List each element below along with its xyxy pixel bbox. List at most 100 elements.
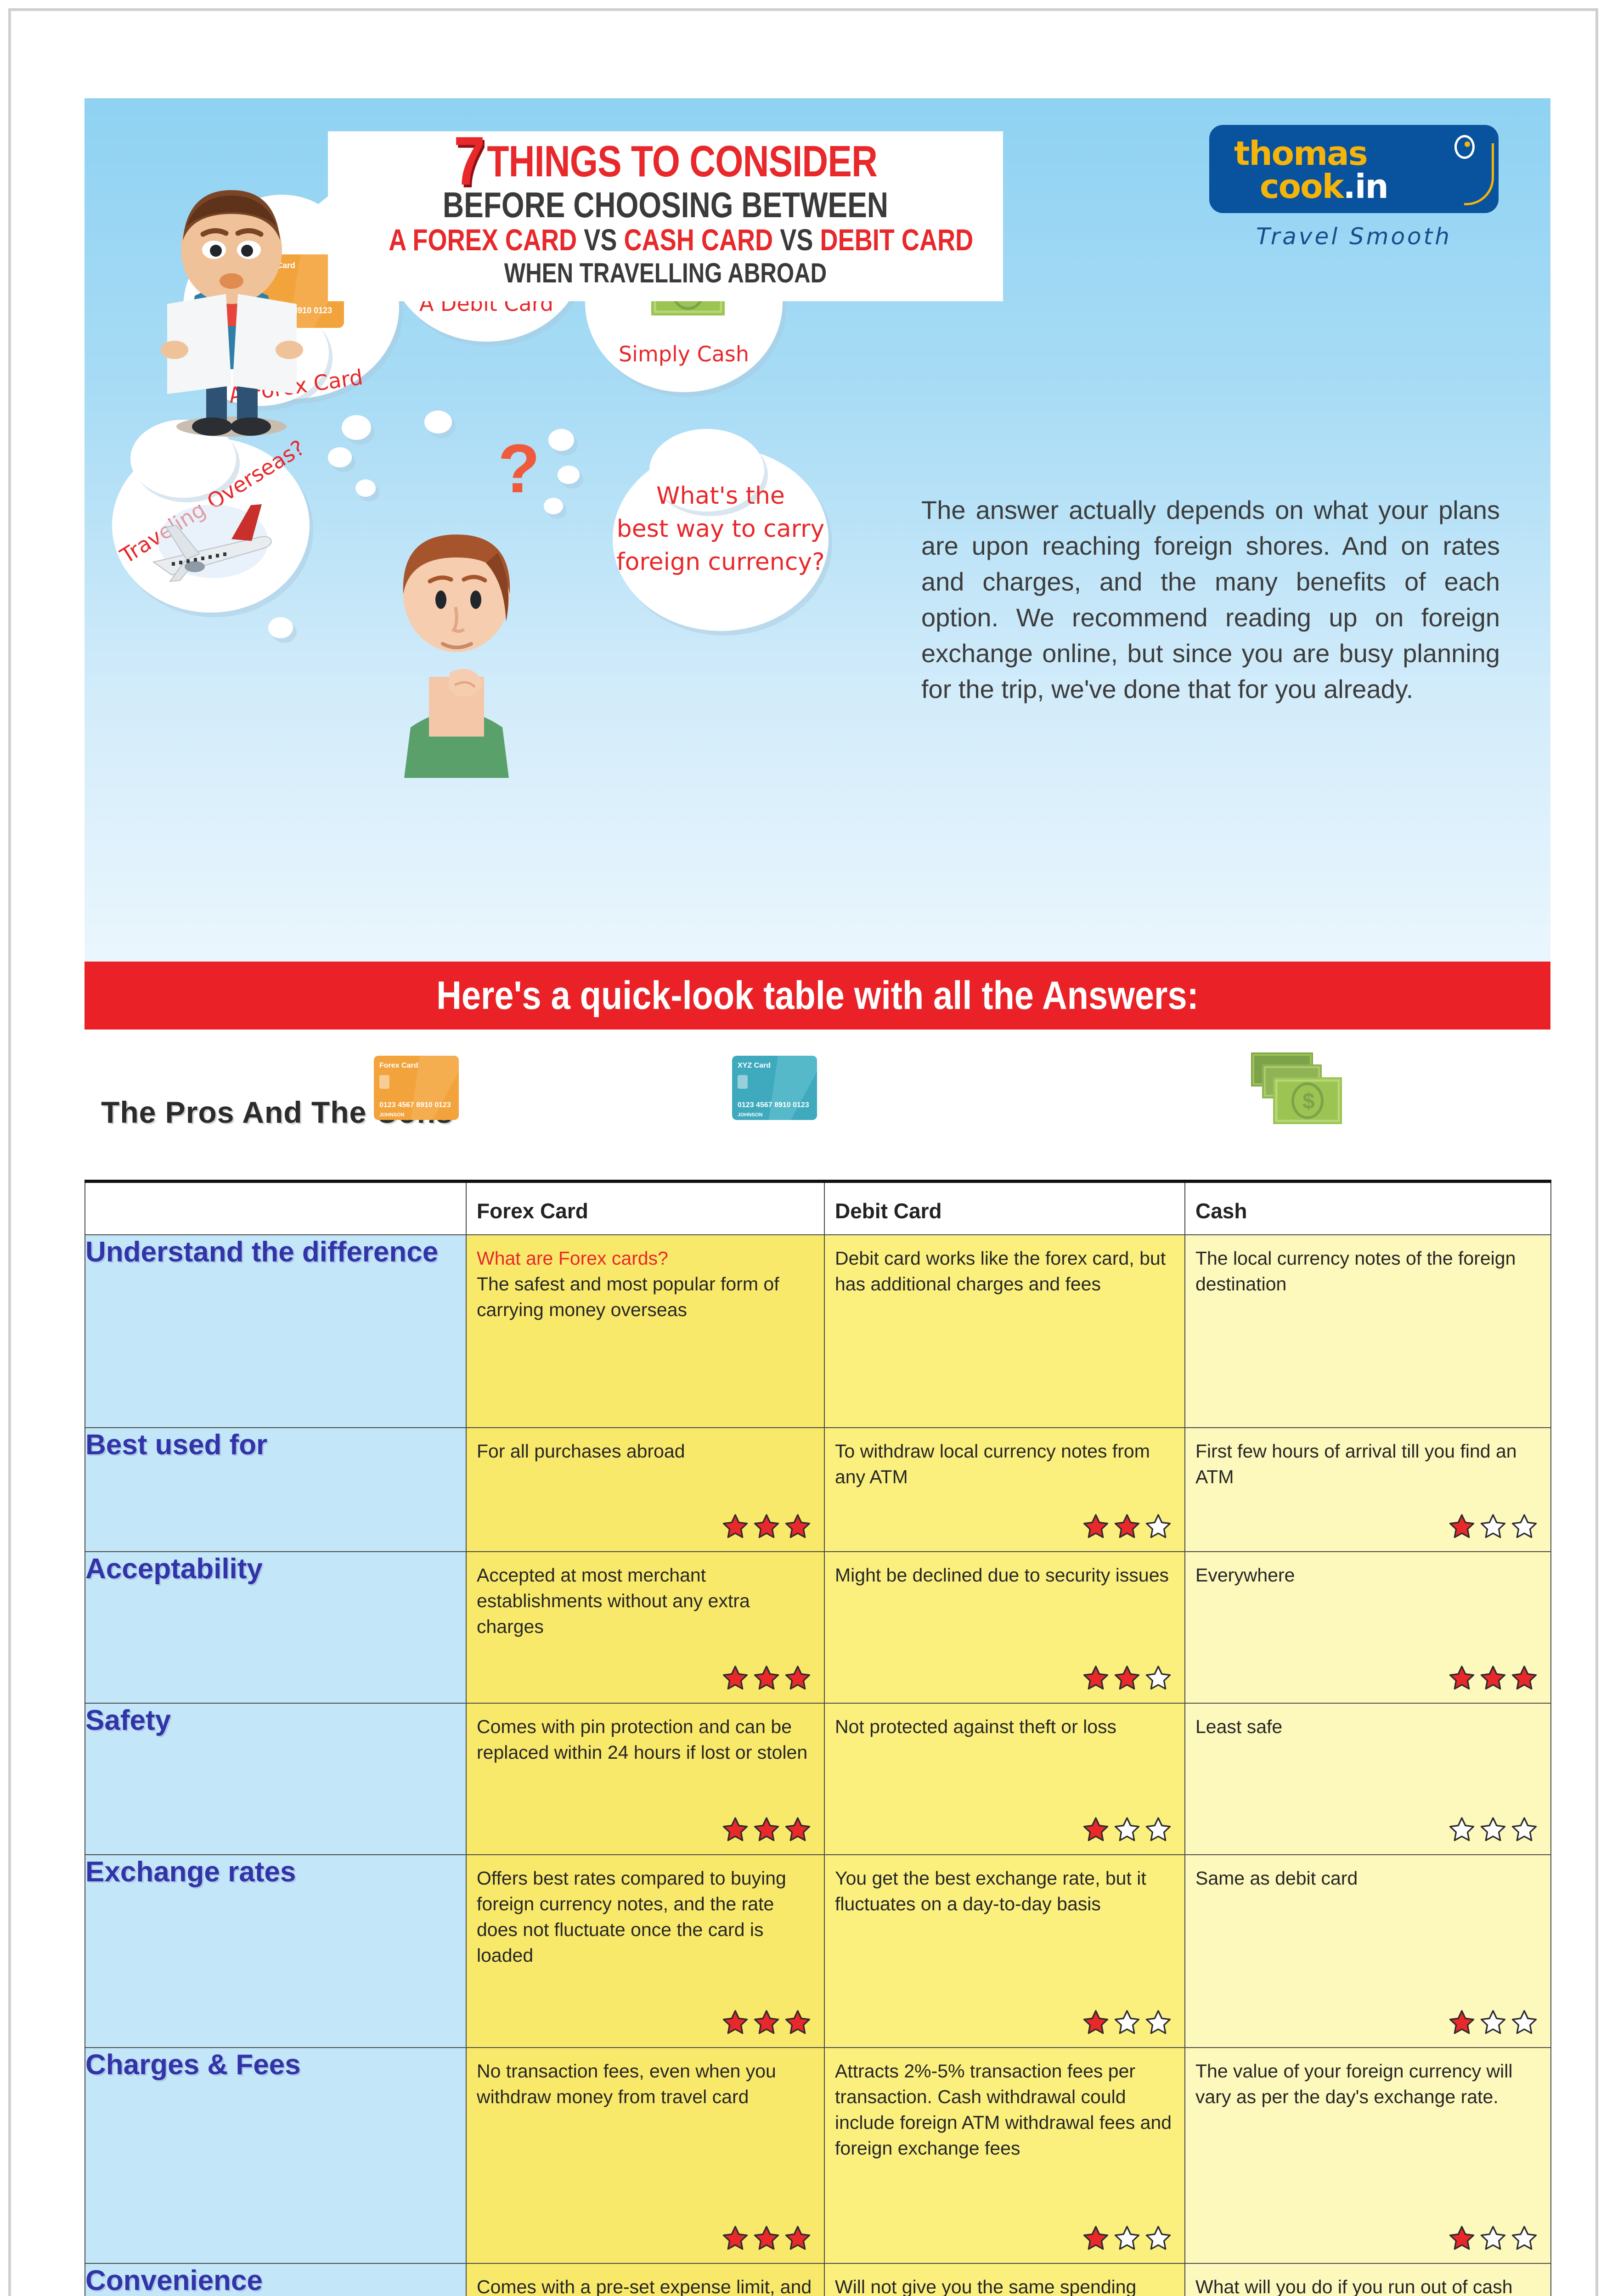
row-label-understand-the-difference: Understand the difference — [85, 1234, 467, 1428]
title-line-3: A FOREX CARD VS CASH CARD VS DEBIT CARD — [389, 223, 973, 257]
question-line-3: foreign currency? — [616, 548, 825, 576]
star-empty-icon — [1480, 2226, 1506, 2250]
table-cell: Might be declined due to security issues — [824, 1551, 1185, 1704]
row-label-charges-fees: Charges & Fees — [85, 2047, 467, 2264]
cell-content: What are Forex cards? The safest and most… — [467, 1235, 824, 1427]
star-empty-icon — [1145, 2010, 1171, 2034]
title-line-2: BEFORE CHOOSING BETWEEN — [442, 185, 889, 225]
table-cell: To withdraw local currency notes from an… — [824, 1427, 1185, 1552]
table-row: Exchange rates Offers best rates compared… — [85, 1854, 1551, 2048]
cell-text: Everywhere — [1195, 1564, 1295, 1586]
thought-bubble-question-label: What's the best way to carry foreign cur… — [613, 479, 829, 579]
title-line-1-text: THINGS TO CONSIDER — [487, 137, 878, 186]
cell-text: What will you do if you run out of cash … — [1195, 2276, 1513, 2296]
cell-content: No transaction fees, even when you withd… — [467, 2048, 824, 2263]
table-cell: You get the best exchange rate, but it f… — [824, 1854, 1185, 2048]
star-filled-icon — [785, 2010, 811, 2034]
cell-content: Might be declined due to security issues — [825, 1552, 1184, 1703]
star-empty-icon — [1145, 1514, 1171, 1538]
star-filled-icon — [1114, 1514, 1140, 1538]
cell-text: Attracts 2%-5% transaction fees per tran… — [835, 2060, 1172, 2159]
question-mark-icon: ? — [498, 430, 540, 507]
logo-slogan: Travel Smooth — [1256, 223, 1452, 250]
trail-bubble-2 — [328, 447, 352, 467]
star-rating — [1079, 2009, 1172, 2039]
star-filled-icon — [1449, 2010, 1475, 2034]
cell-content: For all purchases abroad — [467, 1428, 824, 1551]
table-cell: Not protected against theft or loss — [824, 1703, 1185, 1855]
row-label-best-used-for: Best used for — [85, 1427, 467, 1552]
title-line-1: 7THINGS TO CONSIDER — [389, 126, 942, 195]
table-cell: The value of your foreign currency will … — [1184, 2047, 1551, 2264]
table-cell: Comes with pin protection and can be rep… — [466, 1703, 825, 1855]
cell-text: The value of your foreign currency will … — [1195, 2060, 1513, 2107]
title-number: 7 — [453, 122, 485, 199]
cell-content: What will you do if you run out of cash … — [1185, 2264, 1550, 2296]
star-filled-icon — [1083, 1666, 1109, 1690]
cell-text: Offers best rates compared to buying for… — [477, 1868, 786, 1966]
table-row: Understand the difference What are Forex … — [85, 1234, 1551, 1428]
star-empty-icon — [1114, 2010, 1140, 2034]
svg-text:0123 4567 8910 0123: 0123 4567 8910 0123 — [379, 1101, 451, 1109]
column-header-cash: Cash — [1184, 1180, 1551, 1235]
star-filled-icon — [785, 1514, 811, 1538]
cell-content: The value of your foreign currency will … — [1185, 2048, 1550, 2263]
table-cell: First few hours of arrival till you find… — [1184, 1427, 1551, 1552]
star-filled-icon — [1083, 1817, 1109, 1841]
column-header-label: Forex Card — [477, 1199, 588, 1223]
trail-bubble-7 — [544, 498, 563, 514]
cell-text: First few hours of arrival till you find… — [1195, 1441, 1517, 1487]
star-rating — [1445, 1513, 1539, 1543]
reading-man-illustration — [161, 190, 303, 437]
star-rating — [718, 1665, 812, 1694]
trail-bubble-6 — [558, 466, 580, 484]
table-cell: For all purchases abroad — [466, 1427, 825, 1552]
cell-content: You get the best exchange rate, but it f… — [825, 1855, 1184, 2047]
trail-bubble-4 — [424, 411, 452, 433]
svg-text:JOHNSON: JOHNSON — [379, 1112, 404, 1118]
cell-content: Not protected against theft or loss — [825, 1704, 1184, 1854]
cell-question: What are Forex cards? — [477, 1248, 668, 1269]
cell-content: The local currency notes of the foreign … — [1185, 1235, 1550, 1427]
cell-content: Comes with a pre-set expense limit, and … — [467, 2264, 824, 2296]
star-filled-icon — [785, 1817, 811, 1841]
debit-card-header-icon: XYZ Card 0123 4567 8910 0123 JOHNSON — [732, 1056, 817, 1120]
trail-bubble-8 — [268, 617, 293, 638]
row-label-safety: Safety — [85, 1703, 467, 1855]
star-empty-icon — [1449, 1817, 1475, 1841]
star-empty-icon — [1480, 2010, 1506, 2034]
table-cell: Will not give you the same spending cont… — [824, 2263, 1185, 2296]
cell-text: Comes with a pre-set expense limit, and … — [477, 2276, 812, 2296]
table-cell: Least safe — [1184, 1703, 1551, 1855]
pros-and-cons-table: Forex Card Debit Card Cash Understand the d… — [85, 1180, 1551, 2296]
star-rating — [1079, 2225, 1172, 2255]
title-card: 7THINGS TO CONSIDER BEFORE CHOOSING BETW… — [299, 126, 1003, 301]
cell-content: First few hours of arrival till you find… — [1185, 1428, 1550, 1551]
cell-text: To withdraw local currency notes from an… — [835, 1441, 1150, 1487]
star-filled-icon — [754, 1666, 779, 1690]
column-header-label: Cash — [1195, 1199, 1247, 1223]
title-vs-1: VS — [584, 223, 617, 257]
logo-badge: thomas cook.in — [1209, 125, 1499, 213]
star-empty-icon — [1511, 1817, 1537, 1841]
logo-tag-string-icon — [1464, 143, 1494, 205]
star-empty-icon — [1511, 1514, 1537, 1538]
title-debit-card: DEBIT CARD — [820, 223, 974, 257]
cell-content: Comes with pin protection and can be rep… — [467, 1704, 824, 1854]
cell-text: Debit card works like the forex card, bu… — [835, 1248, 1166, 1294]
thomas-cook-logo[interactable]: thomas cook.in Travel Smooth — [1207, 125, 1501, 250]
table-cell: Offers best rates compared to buying for… — [466, 1854, 825, 2048]
trail-bubble-3 — [355, 479, 376, 497]
table-cell: What are Forex cards? The safest and most… — [466, 1234, 825, 1428]
logo-word-thomas: thomas — [1234, 134, 1368, 173]
table-row: Best used for For all purchases abroad To … — [85, 1427, 1551, 1552]
star-rating — [718, 1816, 812, 1846]
logo-domain-in: .in — [1343, 167, 1389, 206]
star-filled-icon — [722, 2226, 748, 2250]
star-filled-icon — [785, 2226, 811, 2250]
table-row: Acceptability Accepted at most merchant e… — [85, 1551, 1551, 1704]
star-empty-icon — [1480, 1817, 1506, 1841]
question-line-1: What's the — [656, 482, 785, 510]
star-filled-icon — [785, 1666, 811, 1690]
star-empty-icon — [1114, 2226, 1140, 2250]
